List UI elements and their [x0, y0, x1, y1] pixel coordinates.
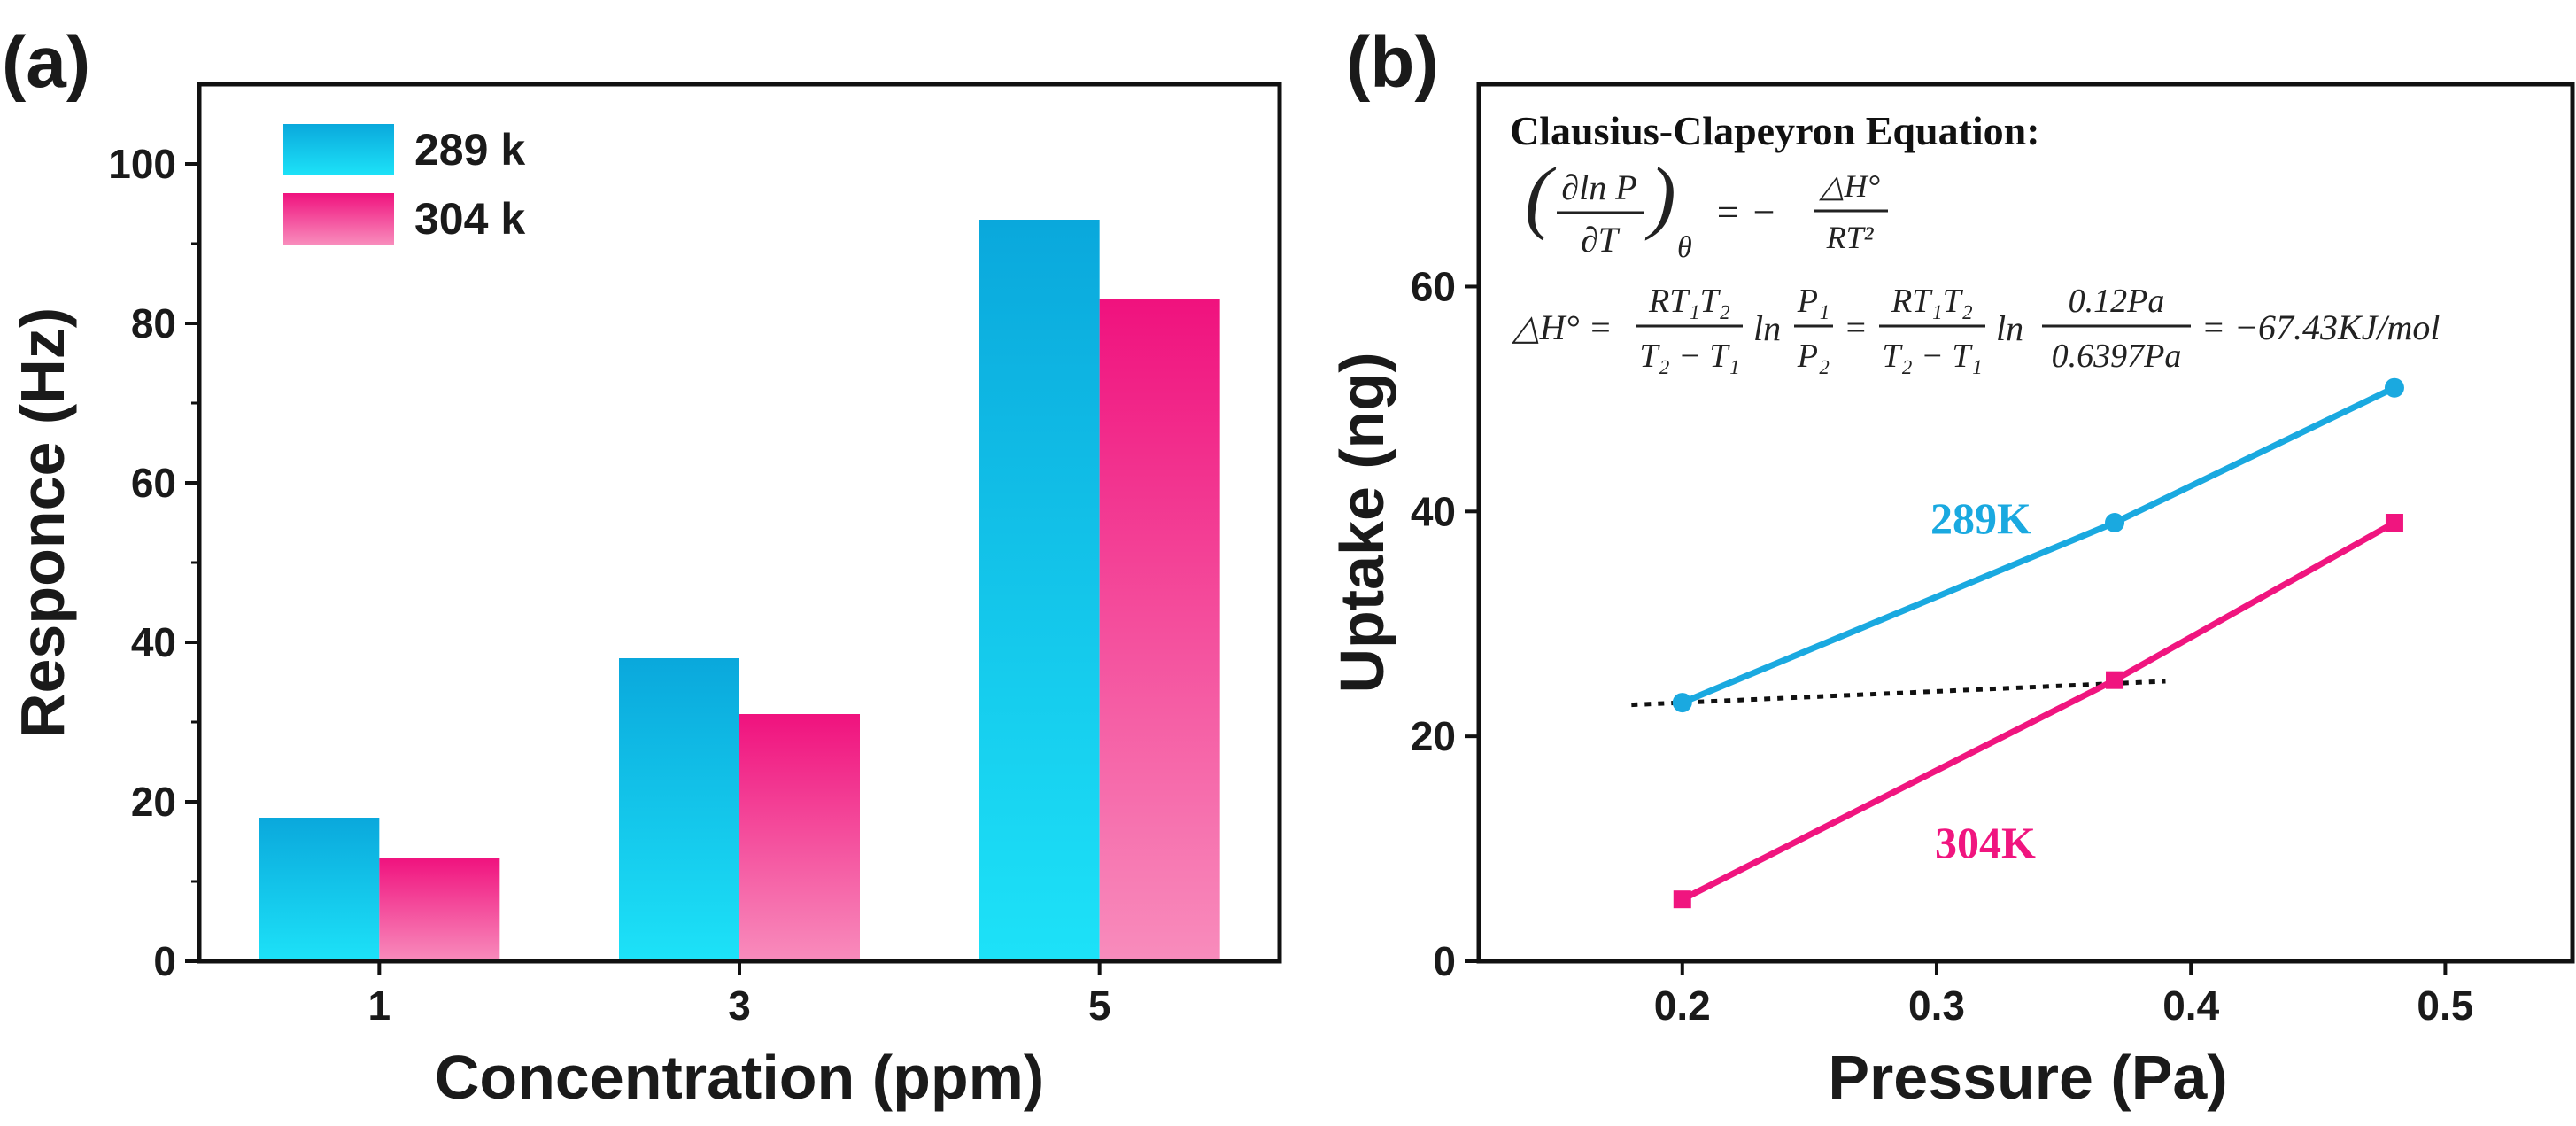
point-304k [2106, 671, 2124, 689]
panel-b-scatter-chart: (b) 0.2 0.3 0.4 0.5 0 20 40 60 289K 304K Clausi… [1327, 22, 2575, 1112]
frac3-numerator: RT₁T₂ [1891, 283, 1973, 320]
x-tick-label: 0.5 [2417, 982, 2473, 1029]
y-tick-label: 80 [131, 300, 176, 346]
clausius-clapeyron-annotation: Clausius-Clapeyron Equation: ( ∂ln P ∂T … [1510, 108, 2441, 375]
x-tick-label: 5 [1088, 982, 1111, 1029]
eq1-equals: = − [1714, 190, 1776, 234]
bar-304k-3ppm [739, 714, 860, 961]
eq2-result: = −67.43KJ/mol [2201, 307, 2441, 347]
reference-dotted-line [1631, 679, 2166, 708]
y-tick-label: 40 [131, 619, 176, 665]
y-tick-label: 20 [131, 779, 176, 825]
legend-label-304k: 304 k [414, 194, 525, 244]
ln-2: ln [1996, 308, 2023, 348]
point-289k [2105, 513, 2125, 532]
eq1-denominator: ∂T [1581, 220, 1621, 260]
bar-304k-5ppm [1099, 299, 1220, 961]
point-289k [1672, 693, 1692, 713]
legend-swatch-304k [283, 193, 394, 245]
panel-a-bar-chart: (a) 1 3 5 0 20 40 60 80 100 289 k 304 k Concentr… [2, 22, 1282, 1112]
y-tick-label: 60 [131, 460, 176, 506]
y-tick-label: 40 [1411, 488, 1456, 534]
panel-b-x-axis-title: Pressure (Pa) [1828, 1043, 2227, 1112]
panel-a-legend: 289 k 304 k [283, 124, 525, 245]
x-tick-label: 0.2 [1654, 982, 1711, 1029]
frac4-numerator: 0.12Pa [2069, 283, 2165, 320]
frac3-denominator: T₂ − T₁ [1882, 338, 1982, 375]
frac1-numerator: RT₁T₂ [1648, 283, 1730, 320]
series-label-289k: 289K [1930, 493, 2031, 543]
panel-a-label: (a) [2, 22, 90, 103]
legend-swatch-289k [283, 124, 394, 175]
eq2-lhs: △H° = [1511, 307, 1613, 347]
y-tick-label: 60 [1411, 263, 1456, 309]
ln-1: ln [1753, 308, 1781, 348]
y-tick-label: 0 [1433, 938, 1456, 984]
series-line-304k [1681, 519, 2396, 903]
y-tick-label: 20 [1411, 713, 1456, 759]
point-289k [2384, 377, 2404, 398]
eq2-equals: = [1844, 307, 1868, 347]
panel-a-x-axis-title: Concentration (ppm) [435, 1043, 1044, 1112]
series-label-304k: 304K [1935, 818, 2036, 867]
panel-b-label: (b) [1346, 22, 1439, 103]
x-tick-label: 0.3 [1908, 982, 1965, 1029]
eq1-rhs-denominator: RT² [1826, 220, 1875, 255]
bar-289k-1ppm [259, 818, 380, 961]
eq1-numerator: ∂ln P [1561, 167, 1636, 207]
panel-b-frame [1476, 82, 2575, 964]
panel-a-y-axis-title: Responce (Hz) [8, 307, 77, 738]
frac2-denominator: P₂ [1797, 338, 1830, 375]
bar-289k-5ppm [979, 220, 1100, 961]
paren-left: ( [1525, 151, 1557, 241]
bar-304k-1ppm [379, 858, 500, 961]
x-tick-label: 3 [728, 982, 751, 1029]
equation-1: ( ∂ln P ∂T ) θ = − △H° RT² [1525, 151, 1888, 264]
point-304k [2385, 514, 2403, 532]
y-tick-label: 0 [153, 938, 176, 984]
legend-label-289k: 289 k [414, 125, 525, 175]
y-tick-label: 100 [108, 141, 176, 187]
series-line-289k [1681, 384, 2396, 706]
x-tick-label: 1 [368, 982, 391, 1029]
bar-289k-3ppm [619, 658, 739, 961]
x-tick-label: 0.4 [2162, 982, 2219, 1029]
equation-2: △H° = RT₁T₂ T₂ − T₁ ln P₁ P₂ = RT₁T₂ T₂ … [1511, 283, 2441, 375]
frac2-numerator: P₁ [1797, 283, 1830, 320]
paren-right: ) [1644, 151, 1676, 241]
eq1-subscript: θ [1677, 231, 1692, 264]
equation-title: Clausius-Clapeyron Equation: [1510, 108, 2040, 153]
frac4-denominator: 0.6397Pa [2052, 338, 2182, 375]
panel-b-y-axis-title: Uptake (ng) [1327, 353, 1396, 694]
eq1-rhs-numerator: △H° [1819, 168, 1880, 204]
frac1-denominator: T₂ − T₁ [1639, 338, 1739, 375]
point-304k [1673, 890, 1691, 909]
